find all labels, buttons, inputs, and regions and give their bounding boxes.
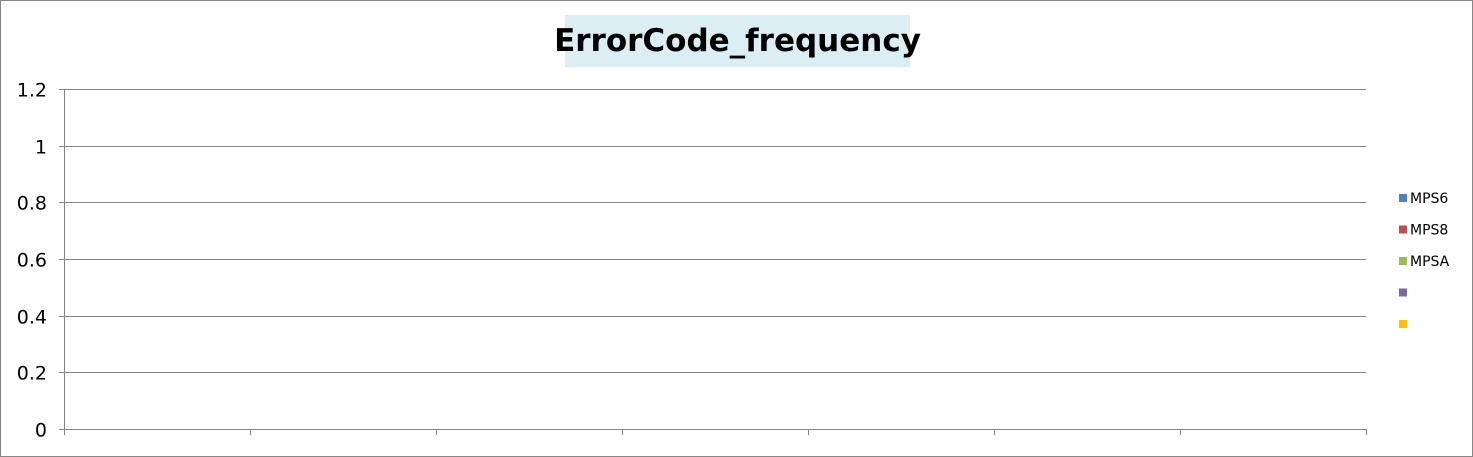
y-tick-label: 0.8 xyxy=(17,193,47,215)
legend-label: MPS6 xyxy=(1410,191,1448,207)
y-tick-label: 1.2 xyxy=(17,80,47,102)
y-tick-label: 0 xyxy=(35,420,47,442)
y-tick-label: 0.2 xyxy=(17,363,47,385)
y-tick-label: 1 xyxy=(35,137,47,159)
y-tick-label: 0.4 xyxy=(17,307,47,329)
legend-swatch xyxy=(1399,320,1407,328)
legend-label: MPS8 xyxy=(1410,223,1448,239)
y-tick-label: 0.6 xyxy=(17,250,47,272)
chart-title-box: ErrorCode_frequency xyxy=(554,15,921,67)
legend-swatch xyxy=(1399,288,1407,297)
legend-swatch xyxy=(1399,225,1407,234)
legend-label: MPSA xyxy=(1410,254,1450,270)
legend-swatch xyxy=(1399,194,1407,202)
legend-swatch xyxy=(1399,257,1407,265)
chart-title: ErrorCode_frequency xyxy=(554,23,921,59)
